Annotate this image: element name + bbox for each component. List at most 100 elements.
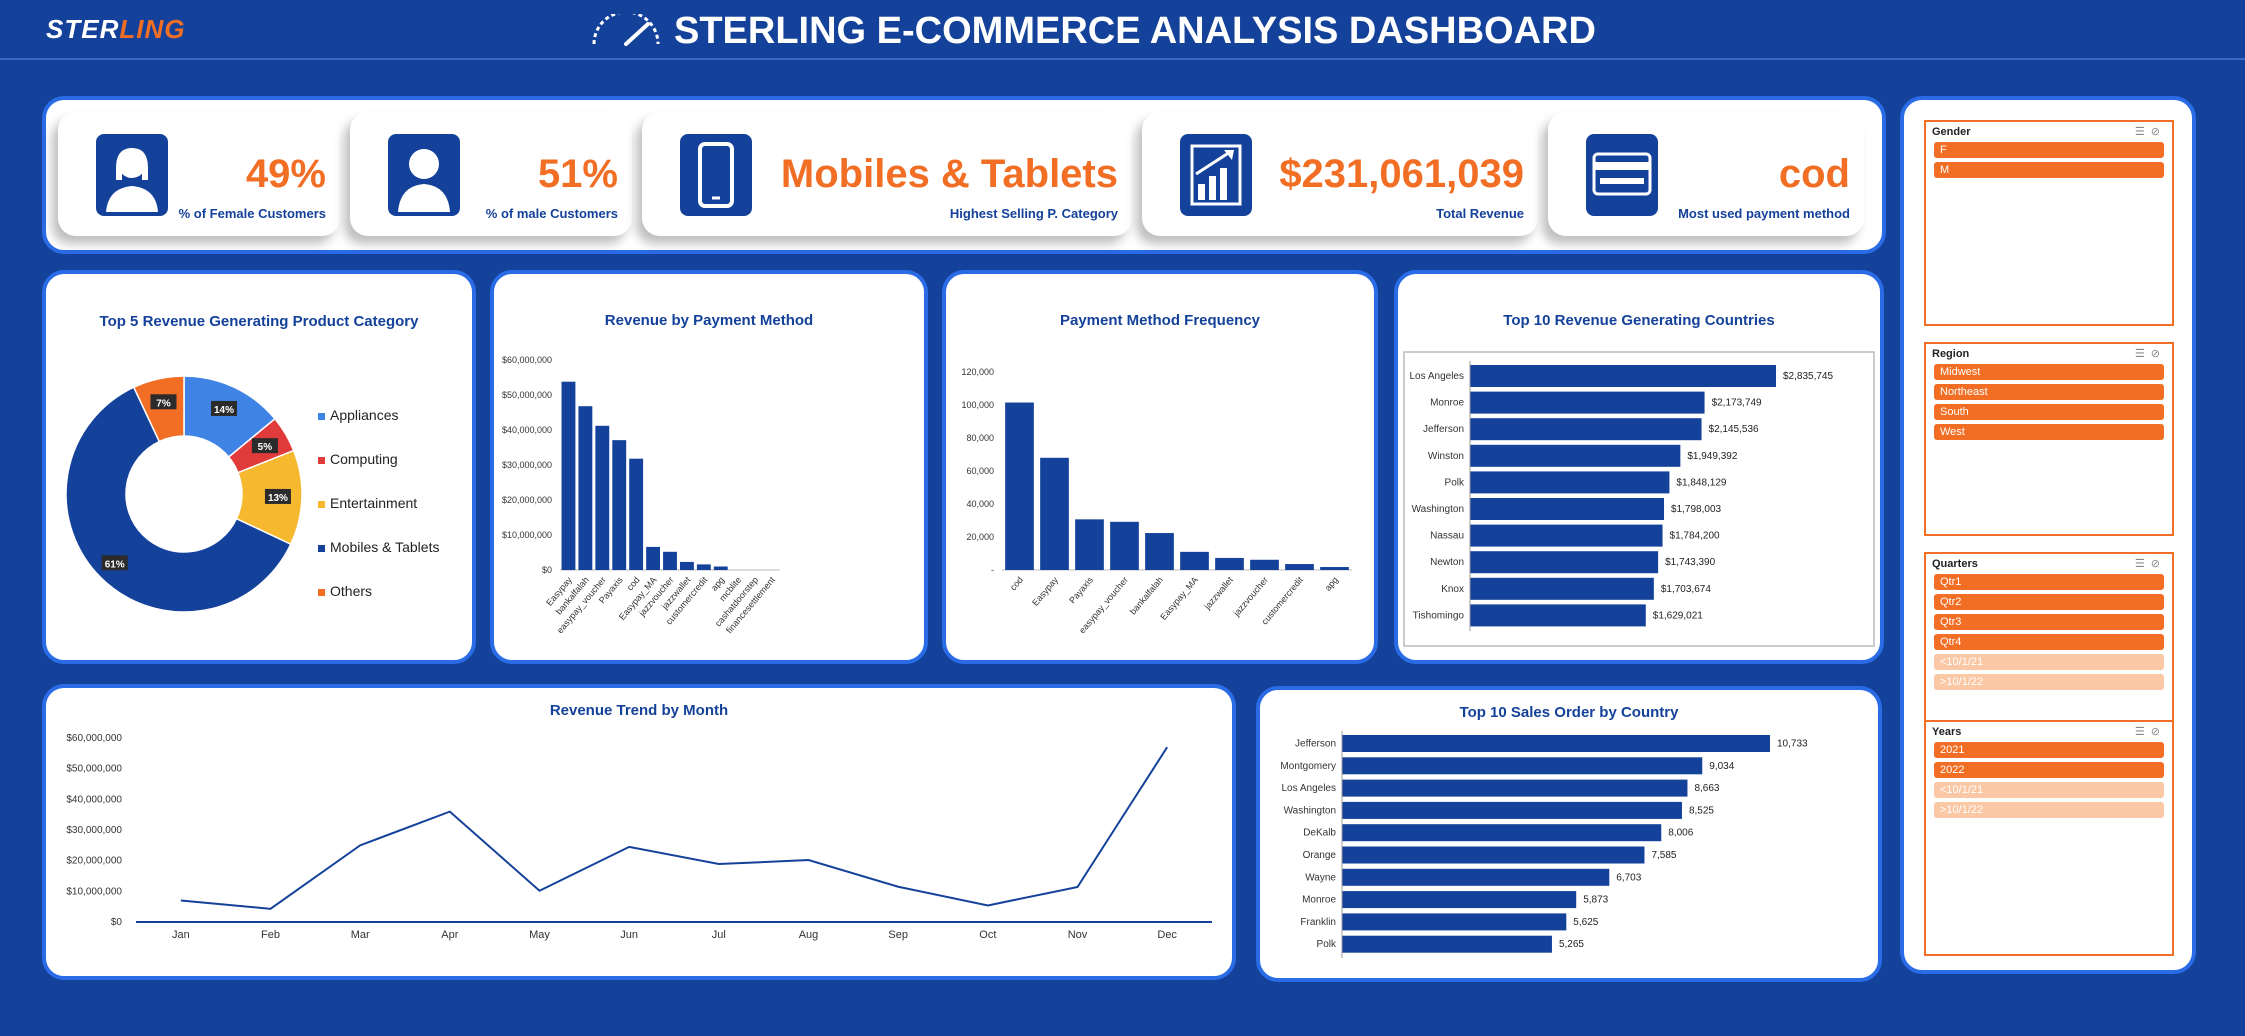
slicer-item-2022[interactable]: 2022 (1934, 762, 2164, 778)
kpi-card-female: 49% % of Female Customers (58, 112, 340, 236)
data-label: $1,848,129 (1676, 477, 1726, 488)
y-category-label: Wayne (1305, 872, 1336, 883)
bar (1145, 533, 1174, 570)
x-tick-label: bankalfalah (1128, 575, 1165, 617)
slicer-item-qtr2[interactable]: Qtr2 (1934, 594, 2164, 610)
bar (1320, 567, 1349, 570)
slicer-item-f[interactable]: F (1934, 142, 2164, 158)
bar (629, 458, 644, 570)
data-label: $1,703,674 (1661, 584, 1711, 595)
data-label: $1,949,392 (1687, 451, 1737, 462)
y-category-label: Montgomery (1280, 761, 1336, 772)
bar (1470, 418, 1702, 441)
bar (696, 564, 711, 570)
data-label: 5,873 (1583, 895, 1608, 906)
slicer-controls: ☰⊘ (2135, 125, 2166, 138)
revenue-trend-chart: $0 $10,000,000 $20,000,000 $30,000,000 $40,0… (66, 733, 1212, 941)
legend-swatch (318, 589, 325, 596)
slicer-item-west[interactable]: West (1934, 424, 2164, 440)
chart-title: Top 10 Sales Order by Country (1459, 704, 1679, 721)
slicer-item-south[interactable]: South (1934, 404, 2164, 420)
y-tick-label: $60,000,000 (502, 355, 552, 365)
multi-select-icon[interactable]: ☰ (2134, 558, 2151, 570)
slicer-item-m[interactable]: M (1934, 162, 2164, 178)
revenue-line (180, 746, 1169, 910)
header-divider (0, 58, 2245, 60)
top-sales-orders-panel: Top 10 Sales Order by Country Jefferson 1… (1256, 686, 1882, 982)
data-label: 8,525 (1689, 805, 1714, 816)
bar (1075, 519, 1104, 570)
clear-filter-icon[interactable]: ⊘ (2150, 726, 2166, 738)
data-label: $1,798,003 (1671, 504, 1721, 515)
data-label: 13% (268, 493, 288, 504)
data-label: 8,663 (1694, 783, 1719, 794)
data-label-bg (251, 438, 278, 454)
bar (713, 566, 728, 570)
y-category-label: Orange (1303, 850, 1337, 861)
legend-label: Computing (330, 451, 398, 467)
data-label: 14% (214, 405, 234, 416)
bar (1342, 735, 1770, 752)
x-tick-label: Easypay_MA (1158, 575, 1200, 622)
legend-swatch (318, 501, 325, 508)
kpi-value: cod (1778, 152, 1850, 196)
chart-selection-frame (1403, 351, 1875, 647)
bar (1342, 801, 1682, 819)
y-category-label: Winston (1428, 451, 1464, 462)
slicer-item-after-date[interactable]: >10/1/22 (1934, 802, 2164, 818)
x-tick-label: jazzwallet (1202, 574, 1236, 611)
y-category-label: Franklin (1300, 917, 1336, 928)
chart-title: Revenue by Payment Method (604, 312, 814, 329)
data-label: $1,784,200 (1670, 531, 1720, 542)
kpi-card-payment: cod Most used payment method (1548, 112, 1864, 236)
slicer-item-before-date[interactable]: <10/1/21 (1934, 654, 2164, 670)
x-tick-label: cod (1008, 575, 1025, 593)
slicer-item-2021[interactable]: 2021 (1934, 742, 2164, 758)
slicer-title: Gender (1932, 126, 1971, 138)
multi-select-icon[interactable]: ☰ (2134, 126, 2151, 138)
legend-label: Others (330, 583, 372, 599)
y-tick-label: $0 (111, 917, 123, 928)
bar (1342, 779, 1688, 797)
legend-swatch (318, 545, 325, 552)
data-label-bg (101, 555, 128, 571)
slicer-item-before-date[interactable]: <10/1/21 (1934, 782, 2164, 798)
y-tick-label: 120,000 (961, 367, 994, 377)
payment-frequency-panel: Payment Method Frequency - 20,000 40,000 60… (942, 270, 1378, 664)
clear-filter-icon[interactable]: ⊘ (2150, 126, 2166, 138)
kpi-card-category: Mobiles & Tablets Highest Selling P. Cat… (642, 112, 1132, 236)
credit-card-icon (1586, 134, 1658, 216)
legend-label: Appliances (330, 407, 399, 423)
bar (1285, 564, 1314, 570)
top-countries-revenue-panel: Top 10 Revenue Generating Countries Los … (1394, 270, 1884, 664)
slicer-item-northeast[interactable]: Northeast (1934, 384, 2164, 400)
mobile-phone-icon (680, 134, 752, 216)
x-tick-label: Sep (888, 929, 908, 941)
payment-revenue-panel: Revenue by Payment Method $0 $10,000,000 $… (490, 270, 928, 664)
gender-slicer: Gender ☰⊘ F M (1924, 120, 2174, 326)
y-tick-label: 100,000 (961, 400, 994, 410)
data-label-bg (150, 394, 177, 410)
multi-select-icon[interactable]: ☰ (2134, 348, 2151, 360)
kpi-value: 49% (245, 152, 326, 196)
slicer-item-midwest[interactable]: Midwest (1934, 364, 2164, 380)
slicer-item-qtr1[interactable]: Qtr1 (1934, 574, 2164, 590)
bar (578, 406, 593, 570)
slicer-controls: ☰⊘ (2135, 557, 2166, 570)
x-tick-label: Apr (441, 929, 458, 941)
data-label: 5,625 (1573, 917, 1598, 928)
bar (1470, 524, 1663, 547)
y-tick-label: $40,000,000 (66, 794, 122, 805)
slicer-item-qtr4[interactable]: Qtr4 (1934, 634, 2164, 650)
y-tick-label: $20,000,000 (66, 856, 122, 867)
y-category-label: DeKalb (1303, 828, 1336, 839)
slicer-item-qtr3[interactable]: Qtr3 (1934, 614, 2164, 630)
clear-filter-icon[interactable]: ⊘ (2150, 348, 2166, 360)
data-label-bg (211, 400, 238, 416)
multi-select-icon[interactable]: ☰ (2134, 726, 2151, 738)
clear-filter-icon[interactable]: ⊘ (2150, 558, 2166, 570)
x-tick-label: jazzvoucher (1231, 575, 1270, 619)
y-category-label: Los Angeles (1410, 371, 1465, 382)
top-sales-orders-chart: Jefferson 10,733 Montgomery 9,034 Los Angele… (1280, 731, 1808, 958)
slicer-item-after-date[interactable]: >10/1/22 (1934, 674, 2164, 690)
